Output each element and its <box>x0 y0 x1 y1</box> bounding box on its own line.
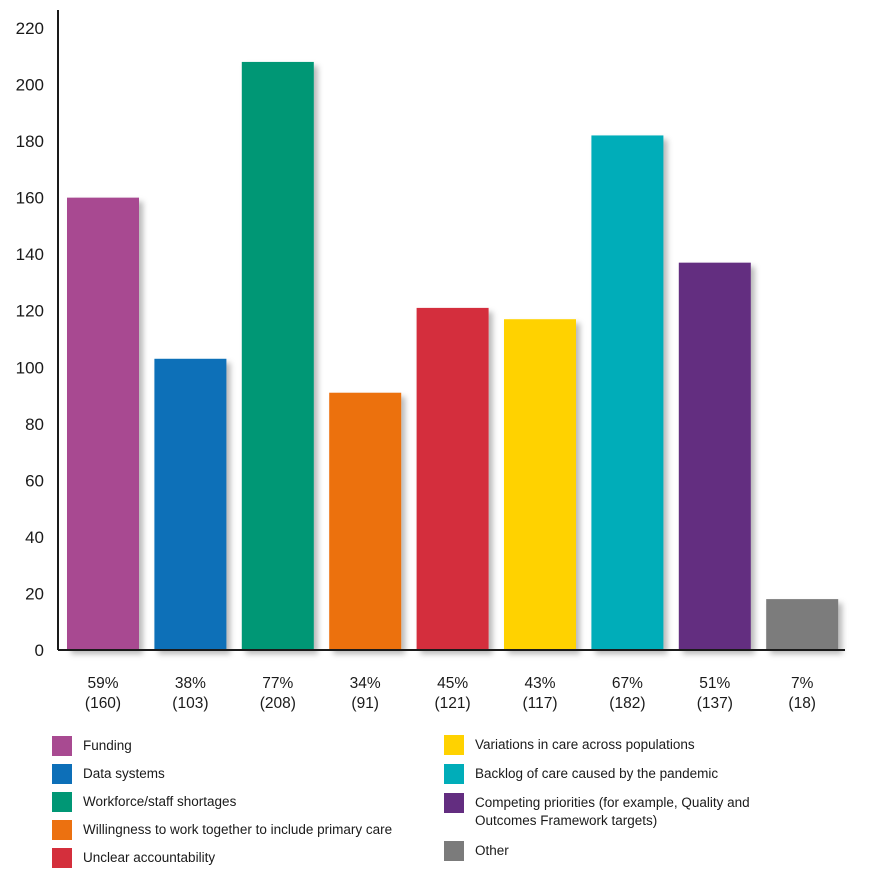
bar-count-label: (117) <box>522 695 557 712</box>
y-tick-label: 40 <box>25 528 44 547</box>
bar-percent-label: 51% <box>699 675 730 692</box>
legend-item-accountability: Unclear accountability <box>52 848 215 868</box>
legend-label: Competing priorities (for example, Quali… <box>475 795 750 828</box>
legend-item-funding: Funding <box>52 736 132 756</box>
y-tick-label: 220 <box>16 19 44 38</box>
legend-swatch <box>444 793 464 813</box>
y-tick-label: 80 <box>25 415 44 434</box>
legend-item-other: Other <box>444 841 509 861</box>
bar-count-label: (103) <box>172 695 208 712</box>
legend-item-willingness: Willingness to work together to include … <box>52 820 392 840</box>
legend-label: Data systems <box>83 766 165 781</box>
y-tick-label: 120 <box>16 302 44 321</box>
bar-count-label: (208) <box>260 695 296 712</box>
legend-swatch <box>444 764 464 784</box>
legend-label: Funding <box>83 738 132 753</box>
bar-percent-label: 34% <box>350 675 381 692</box>
bar-percent-label: 43% <box>524 675 555 692</box>
legend-item-backlog: Backlog of care caused by the pandemic <box>444 764 718 784</box>
bar-variations-in-care-across-popu <box>504 319 576 650</box>
legend-swatch <box>52 848 72 868</box>
legend-swatch <box>444 735 464 755</box>
bar-chart: 0 20 40 60 80 100 120 140 160 180 200 220 59% (160) 3… <box>16 10 845 712</box>
y-tick-label: 140 <box>16 245 44 264</box>
bar-count-label: (18) <box>788 695 816 712</box>
legend-swatch <box>52 764 72 784</box>
bar-workforce-staff-shortages <box>241 61 314 651</box>
legend-swatch <box>444 841 464 861</box>
bar-percent-label: 59% <box>87 675 118 692</box>
bar-count-label: (182) <box>609 695 645 712</box>
bar-count-label: (121) <box>435 695 471 712</box>
bar-backlog-of-care-caused-by-the- <box>591 135 664 650</box>
legend-swatch <box>52 792 72 812</box>
bar-percent-label: 67% <box>612 675 643 692</box>
legend-item-workforce: Workforce/staff shortages <box>52 792 236 812</box>
legend-item-variations: Variations in care across populations <box>444 735 695 755</box>
bars <box>67 61 839 651</box>
bar-unclear-accountability <box>416 307 489 650</box>
bar-data-systems <box>154 358 227 650</box>
legend-label: Variations in care across populations <box>475 737 695 752</box>
legend-label: Unclear accountability <box>83 850 216 865</box>
y-tick-label: 60 <box>25 471 44 490</box>
y-tick-label: 200 <box>16 76 44 95</box>
bar-percent-label: 7% <box>791 675 814 692</box>
bar-percent-label: 77% <box>262 675 293 692</box>
bar-percent-label: 38% <box>175 675 206 692</box>
legend-item-data-systems: Data systems <box>52 764 165 784</box>
bar-percent-label: 45% <box>437 675 468 692</box>
y-tick-label: 160 <box>16 189 44 208</box>
bar-willingness-to-work-together-t <box>329 392 402 650</box>
bar-other <box>766 599 839 650</box>
y-tick-label: 0 <box>35 641 44 660</box>
y-tick-label: 20 <box>25 584 44 603</box>
bar-funding <box>67 197 139 651</box>
y-axis-ticks: 0 20 40 60 80 100 120 140 160 180 200 220 <box>16 19 44 660</box>
legend-label: Workforce/staff shortages <box>83 794 237 809</box>
legend-swatch <box>52 736 72 756</box>
legend-label: Willingness to work together to include … <box>83 822 393 837</box>
y-tick-label: 180 <box>16 132 44 151</box>
bar-count-label: (91) <box>351 695 379 712</box>
legend-label: Other <box>475 843 509 858</box>
bar-count-label: (160) <box>85 695 121 712</box>
legend-label: Backlog of care caused by the pandemic <box>475 766 719 781</box>
bar-value-labels: 59% (160) 38% (103) 77% (208) 34% (91) 45% (121) 4… <box>85 675 816 712</box>
legend-item-competing-priorities: Competing priorities (for example, Quali… <box>444 793 805 830</box>
legend-swatch <box>52 820 72 840</box>
bar-count-label: (137) <box>697 695 733 712</box>
y-tick-label: 100 <box>16 358 44 377</box>
bar-competing-priorities-for-examp <box>678 262 751 650</box>
